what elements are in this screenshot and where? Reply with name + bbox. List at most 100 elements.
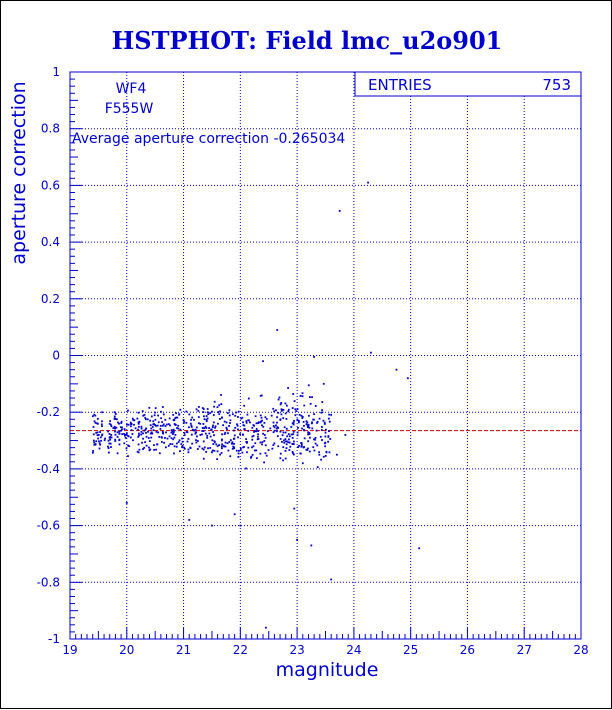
data-point xyxy=(217,422,219,425)
data-point-outlier xyxy=(264,626,267,629)
data-point xyxy=(299,394,302,397)
grid-layer xyxy=(70,72,581,639)
data-point xyxy=(137,435,140,438)
data-point xyxy=(316,466,319,469)
data-point xyxy=(188,413,191,416)
data-point xyxy=(252,434,255,437)
data-point xyxy=(213,434,215,437)
stats-box-frame xyxy=(354,71,582,97)
data-point xyxy=(107,447,110,450)
data-point xyxy=(323,421,326,424)
data-point-outlier xyxy=(239,524,242,527)
data-point xyxy=(161,424,164,427)
data-point xyxy=(220,452,223,454)
data-point xyxy=(245,421,248,424)
data-point xyxy=(247,397,250,400)
data-point xyxy=(251,435,254,438)
data-point xyxy=(108,442,111,445)
data-point xyxy=(279,452,282,455)
data-point xyxy=(124,434,126,437)
data-point xyxy=(201,407,204,409)
data-point xyxy=(92,450,95,452)
data-point xyxy=(93,443,96,446)
y-tick-label: -0.6 xyxy=(37,519,60,533)
data-point xyxy=(316,421,318,424)
data-point xyxy=(96,431,99,434)
data-point-outlier xyxy=(301,462,304,465)
data-point xyxy=(273,410,276,413)
data-point xyxy=(288,449,291,451)
data-point xyxy=(96,434,99,437)
data-point xyxy=(300,443,303,446)
data-point xyxy=(165,431,167,434)
x-axis-label: magnitude xyxy=(276,659,379,681)
data-point xyxy=(218,404,221,407)
data-point xyxy=(246,451,248,454)
data-point xyxy=(237,436,239,439)
data-point xyxy=(147,430,149,433)
data-point xyxy=(219,453,221,456)
data-point xyxy=(150,427,153,430)
data-point xyxy=(212,443,215,445)
data-point xyxy=(227,432,229,435)
data-point xyxy=(218,444,221,446)
data-point xyxy=(144,441,147,444)
x-tick-label: 23 xyxy=(289,643,304,657)
data-point xyxy=(237,452,240,455)
data-point xyxy=(142,414,145,417)
data-point xyxy=(284,412,287,415)
data-point xyxy=(174,433,177,436)
data-point xyxy=(224,431,227,434)
data-point xyxy=(147,437,150,439)
data-point xyxy=(127,455,129,458)
data-point xyxy=(284,457,287,460)
data-point xyxy=(123,428,126,431)
data-point xyxy=(292,452,294,455)
data-point xyxy=(107,430,109,433)
data-point xyxy=(282,431,285,434)
data-point xyxy=(158,435,161,438)
data-point xyxy=(269,427,272,430)
y-tick-label: 0.8 xyxy=(41,122,60,136)
filter-annotation: F555W xyxy=(105,101,154,117)
data-point xyxy=(201,430,204,432)
data-point xyxy=(214,426,216,429)
data-point xyxy=(315,429,318,432)
data-point xyxy=(191,442,194,445)
data-point xyxy=(183,447,186,450)
data-point xyxy=(289,445,292,448)
data-point xyxy=(245,467,247,470)
data-point xyxy=(133,423,135,426)
data-point xyxy=(263,461,266,464)
data-point xyxy=(236,423,238,426)
data-point xyxy=(226,442,229,445)
data-point-outlier xyxy=(370,351,372,354)
data-point xyxy=(241,416,244,419)
data-point xyxy=(119,429,122,432)
data-point xyxy=(229,419,232,422)
data-point xyxy=(99,431,101,433)
data-point xyxy=(300,442,303,444)
data-point xyxy=(234,426,237,429)
data-point xyxy=(118,432,121,435)
data-point xyxy=(237,410,240,413)
data-point xyxy=(116,431,119,434)
data-point xyxy=(279,430,282,433)
x-tick-label: 21 xyxy=(176,643,191,657)
data-point xyxy=(321,409,324,411)
data-point xyxy=(152,420,155,423)
data-point xyxy=(179,428,182,431)
data-point xyxy=(282,408,285,411)
data-point xyxy=(264,416,267,419)
data-point xyxy=(177,441,180,443)
data-point xyxy=(218,413,221,416)
data-point xyxy=(272,407,275,410)
data-point xyxy=(208,432,211,435)
data-point xyxy=(174,423,177,426)
data-point xyxy=(318,453,321,456)
data-point xyxy=(325,428,327,431)
data-point xyxy=(220,445,223,448)
data-point xyxy=(154,411,156,414)
data-point xyxy=(275,424,277,427)
data-point xyxy=(273,442,276,445)
